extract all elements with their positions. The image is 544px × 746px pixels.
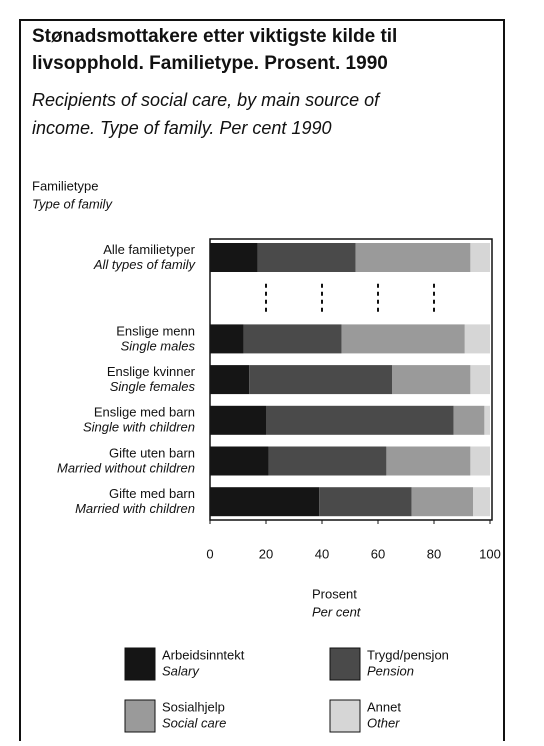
- subtitle: income. Type of family. Per cent 1990: [32, 118, 331, 138]
- bar-segment: [392, 365, 471, 395]
- category-label: Gifte med barn: [109, 486, 195, 501]
- legend-swatch: [124, 699, 156, 733]
- category-label: Married without children: [57, 460, 195, 475]
- bar-segment: [470, 243, 490, 272]
- legend-label: Trygd/pensjon: [367, 647, 449, 662]
- category-label: Single females: [110, 379, 196, 394]
- bar-segment: [243, 324, 342, 354]
- title: livsopphold. Familietype. Prosent. 1990: [32, 53, 388, 74]
- subtitle: Recipients of social care, by main sourc…: [32, 90, 381, 110]
- bar-segment: [484, 405, 490, 435]
- bar-segment: [257, 243, 356, 272]
- bar-segment: [268, 446, 387, 476]
- bar-segment: [464, 324, 490, 354]
- bar-segment: [210, 324, 244, 354]
- category-label: All types of family: [93, 257, 197, 272]
- legend-swatch: [329, 647, 361, 681]
- frame: [19, 19, 505, 746]
- legend-label: Sosialhjelp: [162, 699, 225, 714]
- category-label: Single males: [121, 338, 196, 353]
- legend-label: Salary: [162, 663, 200, 678]
- category-label: Enslige med barn: [94, 405, 195, 420]
- x-axis-label: Prosent: [312, 586, 357, 601]
- bar-segment: [355, 243, 471, 272]
- bar-segment: [210, 243, 258, 272]
- legend-label: Annet: [367, 699, 401, 714]
- x-tick-label: 40: [315, 546, 329, 561]
- y-axis-label: Familietype: [32, 178, 98, 193]
- bar-segment: [341, 324, 465, 354]
- category-label: Married with children: [75, 501, 195, 516]
- bar-segment: [453, 405, 485, 435]
- category-label: Single with children: [83, 420, 195, 435]
- title: Stønadsmottakere etter viktigste kilde t…: [32, 26, 397, 47]
- category-label: Alle familietyper: [103, 242, 195, 257]
- legend-label: Pension: [367, 663, 414, 678]
- x-axis-label: Per cent: [312, 604, 362, 619]
- x-tick-label: 60: [371, 546, 385, 561]
- x-tick-label: 0: [206, 546, 213, 561]
- x-tick-label: 100: [479, 546, 501, 561]
- bar-segment: [470, 446, 490, 476]
- y-axis-label: Type of family: [32, 196, 113, 211]
- category-label: Enslige menn: [116, 323, 195, 338]
- legend-swatch: [329, 699, 361, 733]
- bar-segment: [319, 487, 412, 517]
- bar-segment: [386, 446, 471, 476]
- legend-label: Social care: [162, 715, 226, 730]
- bar-segment: [210, 446, 269, 476]
- legend-swatch: [124, 647, 156, 681]
- bar-segment: [249, 365, 392, 395]
- bar-segment: [470, 365, 490, 395]
- bar-segment: [411, 487, 474, 517]
- legend-label: Arbeidsinntekt: [162, 647, 245, 662]
- bar-segment: [210, 405, 266, 435]
- category-label: Enslige kvinner: [107, 364, 196, 379]
- legend-label: Other: [367, 715, 400, 730]
- bar-segment: [473, 487, 490, 517]
- x-tick-label: 20: [259, 546, 273, 561]
- x-tick-label: 80: [427, 546, 441, 561]
- bar-segment: [210, 365, 250, 395]
- category-label: Gifte uten barn: [109, 445, 195, 460]
- bar-segment: [210, 487, 320, 517]
- bar-segment: [266, 405, 454, 435]
